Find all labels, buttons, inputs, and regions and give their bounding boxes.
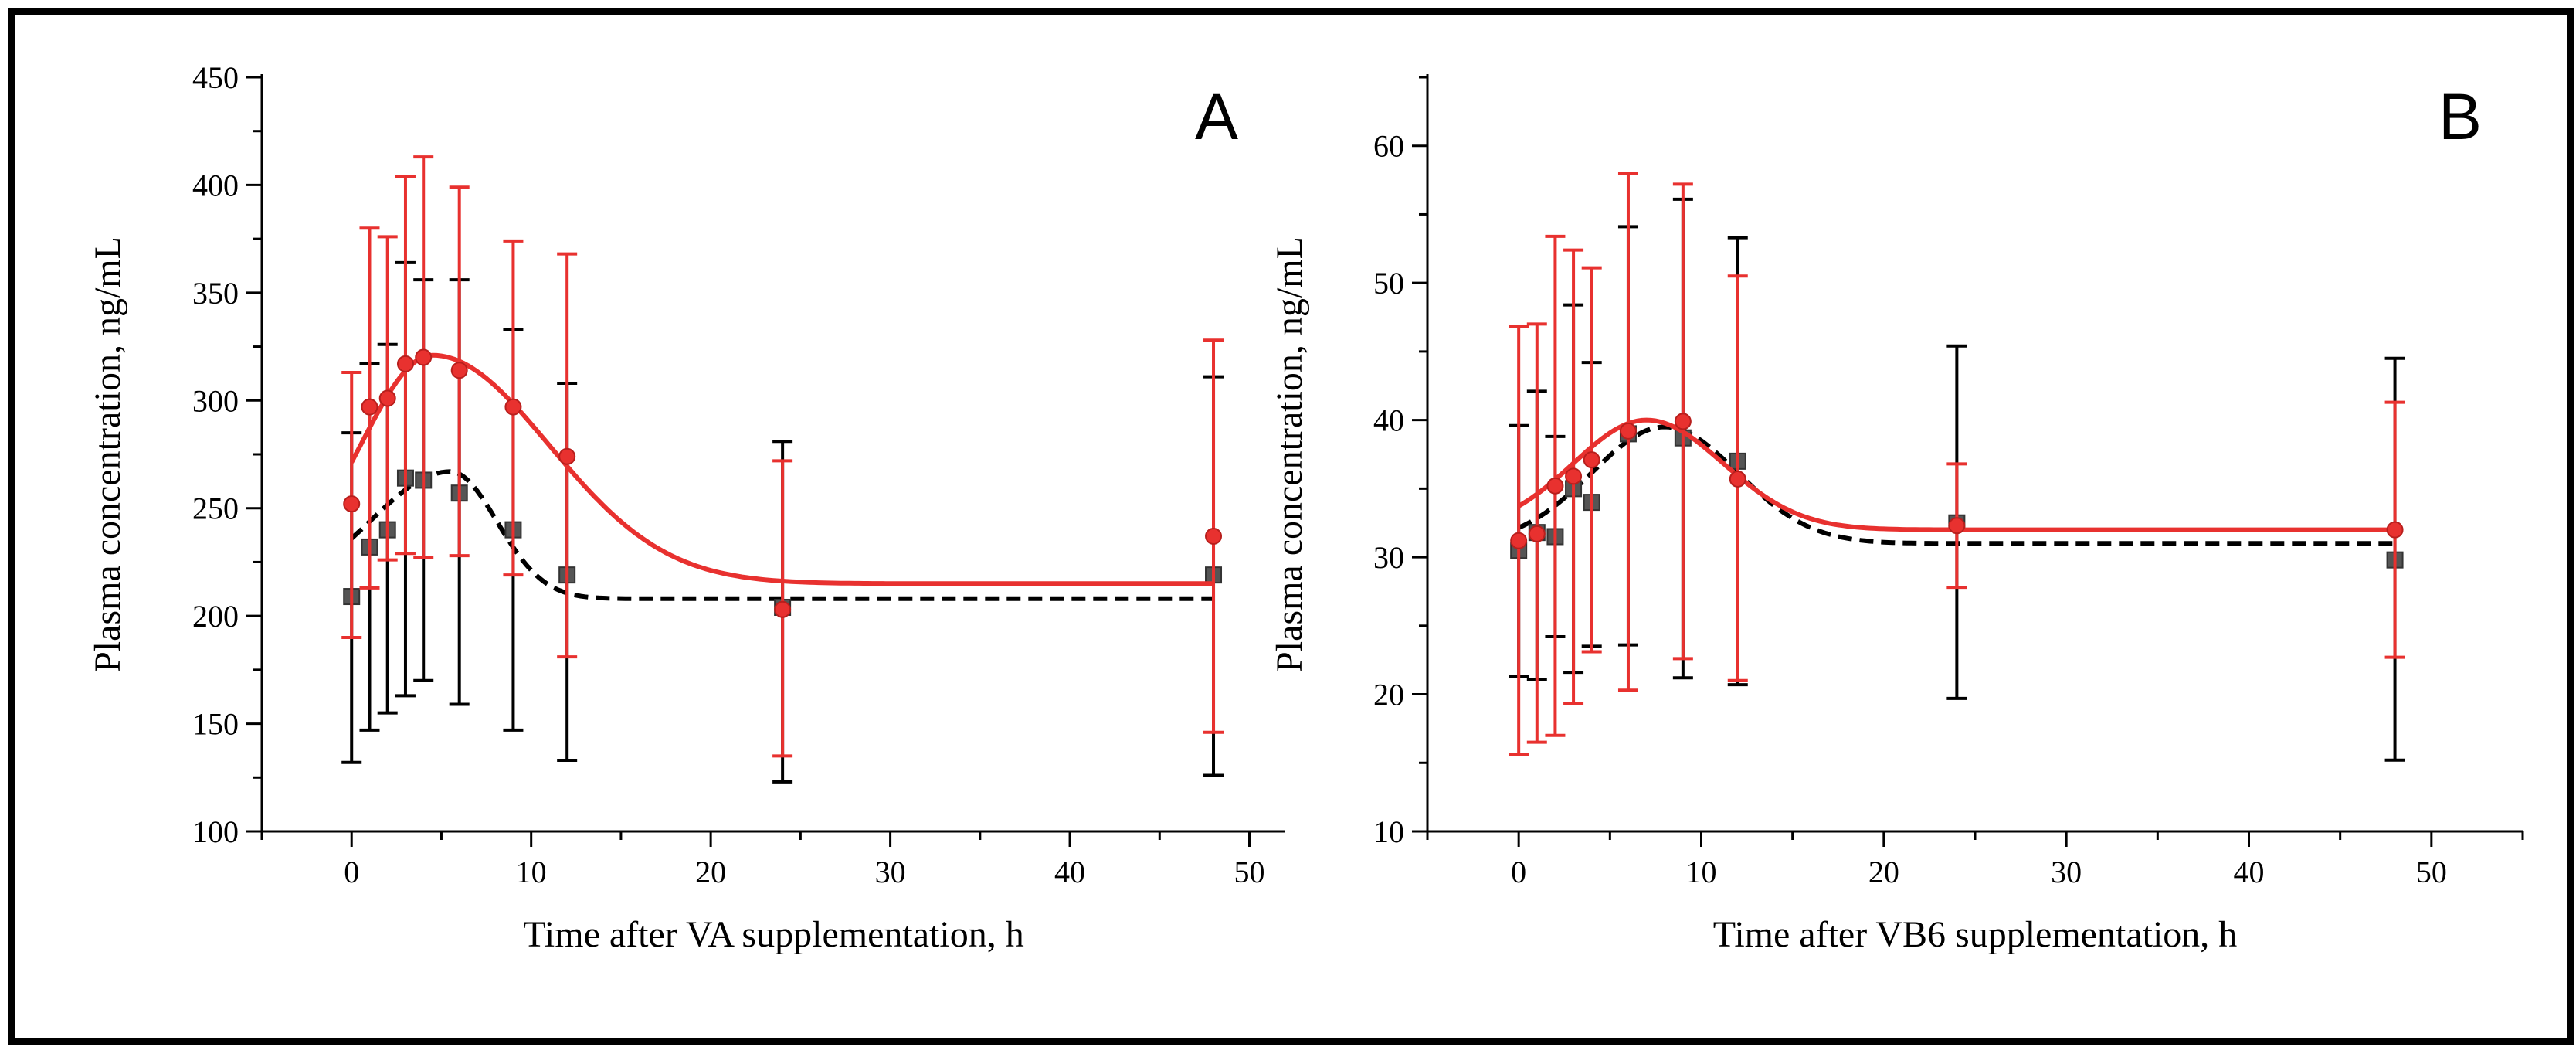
y-tick-label: 200 <box>192 599 239 634</box>
data-point-circle <box>361 398 378 416</box>
y-tick-label: 40 <box>1373 403 1404 438</box>
panel-letter: A <box>1195 80 1238 153</box>
x-tick-label: 50 <box>1234 855 1265 889</box>
y-tick-label: 60 <box>1373 129 1404 164</box>
data-point-circle <box>1729 470 1746 488</box>
y-tick-label: 20 <box>1373 678 1404 712</box>
panel-letter: B <box>2439 80 2482 153</box>
x-tick-label: 30 <box>2051 855 2082 889</box>
figure-frame: 0 10 20 30 40 50 100 150 200 250 300 350 400 450 Time … <box>8 8 2574 1045</box>
y-tick-label: 250 <box>192 491 239 526</box>
data-point-circle <box>1528 525 1546 542</box>
x-tick-label: 10 <box>516 855 547 889</box>
x-axis-title: Time after VB6 supplementation, h <box>1713 914 2238 955</box>
x-axis-title: Time after VA supplementation, h <box>523 914 1023 955</box>
y-tick-label: 10 <box>1373 814 1404 849</box>
y-tick-label: 100 <box>192 814 239 849</box>
x-tick-label: 40 <box>1054 855 1085 889</box>
data-point-circle <box>450 362 468 379</box>
y-axis-title: Plasma concentration, ng/mL <box>87 236 128 672</box>
panel-b: 0 10 20 30 40 50 10 20 30 40 50 60 Time after VB6 su… <box>1269 74 2524 955</box>
x-tick-label: 30 <box>875 855 906 889</box>
y-tick-label: 400 <box>192 168 239 202</box>
data-point-circle <box>558 447 576 465</box>
y-axis-title: Plasma concentration, ng/mL <box>1269 236 1310 672</box>
data-point-circle <box>1948 517 1966 535</box>
data-point-circle <box>415 348 433 366</box>
data-point-circle <box>343 495 361 513</box>
data-point-circle <box>774 600 792 618</box>
figure-canvas: 0 10 20 30 40 50100150200250300350400450Time … <box>87 60 2524 955</box>
x-tick-label: 40 <box>2234 855 2265 889</box>
y-tick-label: 150 <box>192 707 239 742</box>
data-point-circle <box>2386 521 2404 539</box>
y-tick-label: 50 <box>1373 266 1404 301</box>
x-tick-label: 0 <box>1511 855 1526 889</box>
x-tick-label: 50 <box>2416 855 2447 889</box>
data-point-circle <box>504 398 522 416</box>
series-red <box>341 155 1224 758</box>
data-point-circle <box>1674 413 1692 430</box>
y-tick-label: 450 <box>192 60 239 95</box>
y-tick-label: 350 <box>192 276 239 311</box>
data-point-circle <box>1619 422 1637 440</box>
data-point-circle <box>1583 451 1600 469</box>
data-point-circle <box>378 389 396 407</box>
data-point-circle <box>1205 527 1223 545</box>
x-tick-label: 0 <box>344 855 359 889</box>
data-point-circle <box>1546 477 1564 495</box>
x-tick-label: 10 <box>1686 855 1717 889</box>
series-red <box>1509 172 2405 756</box>
y-tick-label: 300 <box>192 383 239 418</box>
data-point-circle <box>1565 467 1583 485</box>
x-tick-label: 20 <box>1868 855 1899 889</box>
data-point-circle <box>1510 532 1528 549</box>
x-tick-label: 20 <box>695 855 726 889</box>
panel-a: 0 10 20 30 40 50 100 150 200 250 300 350 400 450 Time … <box>87 60 1285 955</box>
y-tick-label: 30 <box>1373 540 1404 575</box>
data-point-circle <box>396 355 414 372</box>
